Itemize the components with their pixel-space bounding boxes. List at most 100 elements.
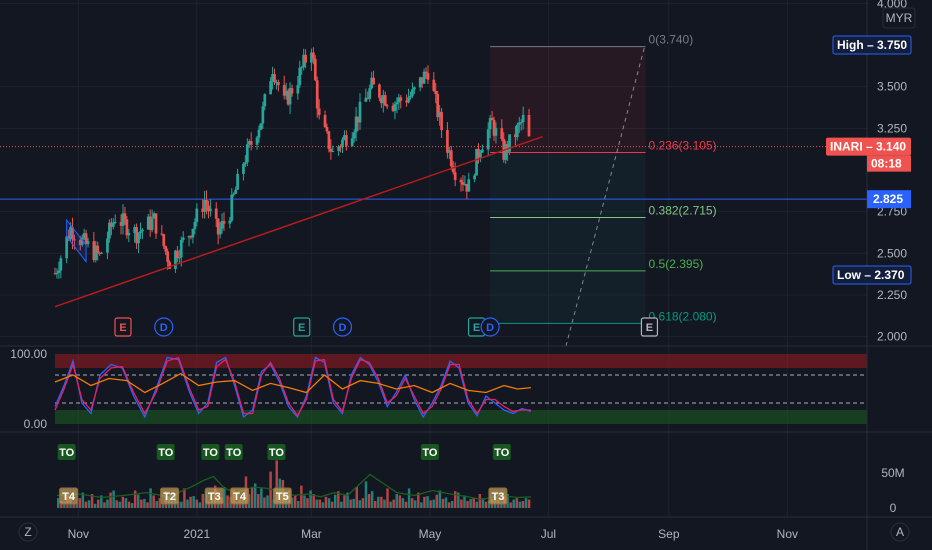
candle[interactable] bbox=[109, 218, 113, 236]
candle[interactable] bbox=[244, 154, 247, 167]
candle[interactable] bbox=[193, 218, 197, 235]
volume-bar-up[interactable] bbox=[235, 501, 238, 508]
volume-bar-down[interactable] bbox=[140, 499, 143, 508]
candle[interactable] bbox=[113, 214, 117, 224]
candle[interactable] bbox=[82, 228, 86, 240]
candle[interactable] bbox=[486, 122, 490, 157]
candle[interactable] bbox=[53, 267, 57, 275]
volume-bar-down[interactable] bbox=[312, 494, 315, 508]
volume-bar-down[interactable] bbox=[318, 499, 322, 508]
candle[interactable] bbox=[179, 236, 183, 267]
candle[interactable] bbox=[78, 235, 82, 251]
candle[interactable] bbox=[111, 218, 115, 230]
candle[interactable] bbox=[422, 68, 426, 84]
candle[interactable] bbox=[55, 268, 59, 279]
projection-line[interactable] bbox=[565, 46, 646, 347]
candle[interactable] bbox=[119, 214, 123, 235]
volume-bar-down[interactable] bbox=[521, 501, 525, 508]
signal-badge[interactable]: TO bbox=[420, 444, 439, 460]
volume-bar-up[interactable] bbox=[469, 498, 472, 508]
candle[interactable] bbox=[98, 251, 102, 256]
volume-bar-down[interactable] bbox=[355, 487, 358, 508]
volume-bar-up[interactable] bbox=[475, 501, 479, 508]
candle[interactable] bbox=[141, 228, 144, 240]
candle[interactable] bbox=[282, 75, 286, 100]
candle[interactable] bbox=[399, 94, 403, 109]
volume-bar-up[interactable] bbox=[463, 495, 466, 508]
candle[interactable] bbox=[121, 204, 125, 235]
candle[interactable] bbox=[174, 249, 177, 273]
channel-pattern[interactable] bbox=[66, 218, 87, 264]
candle[interactable] bbox=[195, 203, 199, 227]
candle[interactable] bbox=[490, 110, 494, 121]
dividend-event-icon[interactable]: D bbox=[480, 317, 500, 337]
volume-bar-up[interactable] bbox=[444, 497, 448, 509]
volume-bar-up[interactable] bbox=[352, 498, 355, 508]
oscillator-series[interactable] bbox=[54, 372, 531, 394]
candle[interactable] bbox=[381, 89, 385, 113]
candle[interactable] bbox=[125, 216, 129, 239]
volume-bar-up[interactable] bbox=[420, 502, 423, 508]
candle[interactable] bbox=[209, 199, 212, 217]
candle[interactable] bbox=[133, 224, 137, 243]
volume-marker[interactable]: T3 bbox=[488, 487, 508, 505]
candle[interactable] bbox=[368, 84, 372, 102]
volume-bar-down[interactable] bbox=[90, 494, 94, 508]
candle[interactable] bbox=[216, 218, 220, 245]
volume-bar-down[interactable] bbox=[410, 498, 414, 508]
candle[interactable] bbox=[317, 99, 321, 120]
candle[interactable] bbox=[504, 140, 508, 164]
candle[interactable] bbox=[269, 77, 272, 95]
candle[interactable] bbox=[94, 240, 98, 263]
volume-bar-up[interactable] bbox=[407, 488, 411, 508]
volume-bar-up[interactable] bbox=[450, 501, 454, 508]
candle[interactable] bbox=[424, 67, 428, 79]
volume-bar-down[interactable] bbox=[275, 460, 278, 508]
candle[interactable] bbox=[166, 248, 170, 270]
candle[interactable] bbox=[379, 95, 383, 109]
candle[interactable] bbox=[337, 145, 340, 156]
candle[interactable] bbox=[345, 130, 348, 151]
volume-bar-up[interactable] bbox=[426, 496, 429, 508]
volume-bar-down[interactable] bbox=[330, 501, 334, 508]
volume-bar-up[interactable] bbox=[340, 501, 343, 508]
candle[interactable] bbox=[356, 116, 360, 131]
volume-marker[interactable]: T4 bbox=[230, 487, 250, 505]
signal-badge[interactable]: TO bbox=[156, 444, 175, 460]
candle[interactable] bbox=[527, 109, 531, 137]
candle[interactable] bbox=[296, 75, 300, 100]
candle[interactable] bbox=[411, 82, 414, 98]
candle[interactable] bbox=[446, 122, 449, 159]
volume-bar-up[interactable] bbox=[315, 499, 318, 508]
volume-bar-down[interactable] bbox=[97, 499, 100, 508]
volume-bar-down[interactable] bbox=[115, 500, 118, 508]
volume-bar-up[interactable] bbox=[389, 501, 392, 508]
candle[interactable] bbox=[228, 216, 232, 229]
volume-bar-up[interactable] bbox=[63, 501, 66, 508]
candle[interactable] bbox=[473, 173, 476, 183]
candle[interactable] bbox=[514, 126, 517, 147]
volume-bar-down[interactable] bbox=[380, 496, 383, 508]
candle[interactable] bbox=[331, 145, 335, 153]
volume-bar-down[interactable] bbox=[195, 499, 198, 508]
volume-bar-down[interactable] bbox=[158, 498, 162, 508]
candle[interactable] bbox=[449, 145, 453, 171]
earnings-event-icon[interactable]: E bbox=[293, 317, 311, 337]
volume-bar-up[interactable] bbox=[143, 498, 146, 508]
candle[interactable] bbox=[432, 72, 436, 92]
volume-bar-up[interactable] bbox=[290, 497, 294, 509]
candle[interactable] bbox=[395, 97, 399, 114]
candle[interactable] bbox=[263, 93, 267, 111]
candle[interactable] bbox=[372, 70, 375, 85]
candle[interactable] bbox=[302, 48, 306, 71]
volume-bar-up[interactable] bbox=[137, 494, 140, 508]
candle[interactable] bbox=[84, 229, 88, 246]
volume-bar-down[interactable] bbox=[293, 495, 297, 508]
volume-bar-up[interactable] bbox=[93, 503, 97, 508]
candle[interactable] bbox=[277, 79, 280, 92]
candle[interactable] bbox=[517, 117, 521, 133]
volume-pane[interactable]: TO TO TO TO TO TO TO T4 T2 T3 T4 T5 T3 bbox=[56, 444, 531, 509]
volume-bar-down[interactable] bbox=[367, 494, 371, 508]
zoom-button[interactable] bbox=[18, 522, 38, 542]
